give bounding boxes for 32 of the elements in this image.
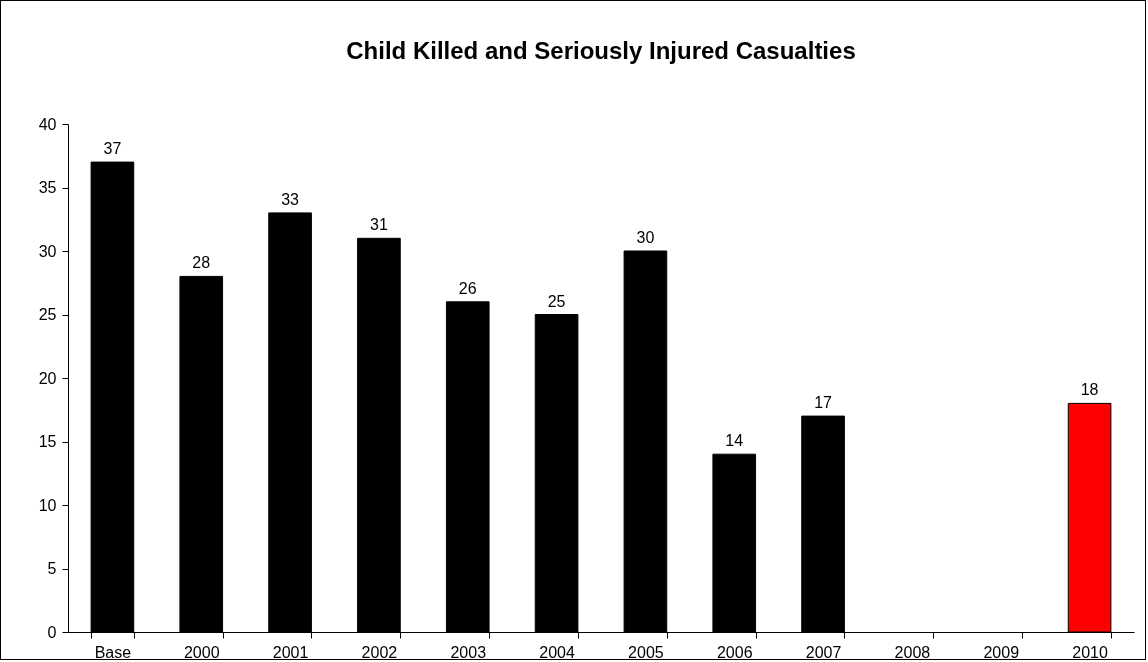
data-label: 17 [814, 394, 833, 412]
y-tick-label: 15 [38, 433, 57, 450]
y-tick-label: 40 [38, 115, 57, 133]
y-tick-label: 25 [38, 306, 57, 323]
x-tick-label: 2009 [983, 643, 1020, 661]
x-tick-label: 2003 [450, 643, 487, 661]
data-label: 30 [636, 229, 655, 246]
chart-title: Child Killed and Seriously Injured Casualties [346, 37, 856, 64]
y-tick-label: 20 [38, 369, 57, 387]
data-label: 31 [370, 216, 388, 234]
y-tick-label: 0 [47, 623, 57, 641]
data-label: 14 [725, 432, 744, 450]
data-label: 37 [103, 140, 122, 158]
x-tick-label: 2005 [628, 643, 664, 661]
x-tick-label: 2002 [361, 643, 398, 661]
x-tick-label: 2010 [1072, 643, 1108, 661]
x-tick-label: 2001 [272, 643, 309, 661]
y-tick-label: 10 [38, 496, 57, 514]
x-tick-label: Base [94, 643, 132, 661]
y-tick-label: 5 [47, 560, 57, 577]
data-label: 28 [192, 254, 211, 272]
data-label: 18 [1080, 381, 1099, 399]
x-tick-label: 2007 [805, 643, 842, 661]
data-label: 33 [281, 190, 300, 208]
y-tick-label: 30 [38, 242, 57, 260]
x-tick-label: 2008 [894, 643, 931, 661]
data-label: 26 [458, 279, 477, 297]
x-tick-label: 2000 [183, 643, 220, 661]
x-tick-label: 2006 [716, 643, 753, 661]
x-tick-label: 2004 [539, 643, 575, 661]
y-tick-label: 35 [38, 179, 57, 196]
data-label: 25 [547, 292, 566, 310]
